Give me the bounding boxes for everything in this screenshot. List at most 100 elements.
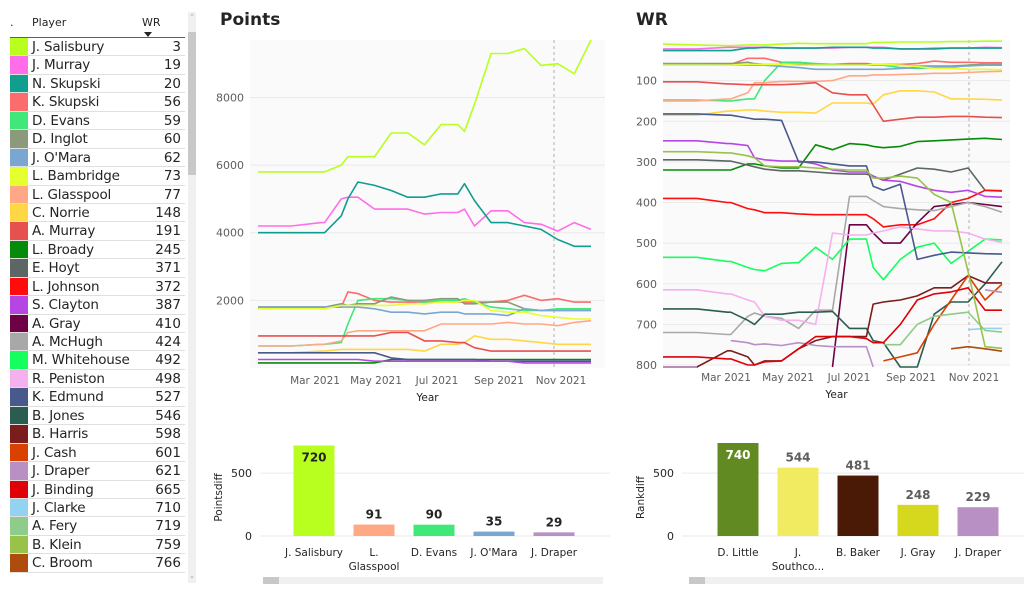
table-row[interactable]: J. Salisbury 3 xyxy=(10,38,185,57)
player-column-header[interactable]: Player xyxy=(32,16,67,29)
y-tick-label: 700 xyxy=(636,318,657,331)
color-swatch xyxy=(10,462,28,480)
x-tick-label: Sep 2021 xyxy=(474,375,524,387)
x-tick-label: J. xyxy=(794,547,801,559)
y-tick-label: 8000 xyxy=(216,91,244,104)
series-line-j-draper xyxy=(663,289,1003,368)
table-row[interactable]: J. Binding 665 xyxy=(10,480,185,499)
sort-descending-icon[interactable] xyxy=(144,32,152,37)
table-row[interactable]: A. McHugh 424 xyxy=(10,333,185,352)
player-name: R. Peniston xyxy=(32,370,105,387)
table-row[interactable]: D. Evans 59 xyxy=(10,111,185,131)
table-rows: J. Salisbury 3 J. Murray 19 N. Skupski 20 K. S… xyxy=(10,38,185,573)
bar xyxy=(957,507,999,536)
player-name: K. Edmund xyxy=(32,389,104,406)
series-line-d-evans xyxy=(258,297,591,347)
table-row[interactable]: D. Inglot 60 xyxy=(10,130,185,149)
table-row[interactable]: N. Skupski 20 xyxy=(10,74,185,94)
table-row[interactable]: R. Peniston 498 xyxy=(10,369,185,389)
vertical-scrollbar[interactable]: ⌃ ⌄ xyxy=(188,12,196,583)
player-name: A. Fery xyxy=(32,518,78,535)
y-tick-label: 4000 xyxy=(216,227,244,240)
x-tick-label: J. Draper xyxy=(954,547,1002,559)
y-tick-label: 200 xyxy=(636,115,657,128)
wr-column-header[interactable]: WR xyxy=(142,16,161,29)
table-row[interactable]: J. Murray 19 xyxy=(10,56,185,75)
y-tick-label: 400 xyxy=(636,197,657,210)
color-swatch xyxy=(10,554,28,572)
x-axis-title: Year xyxy=(415,392,439,404)
wr-value: 759 xyxy=(155,536,181,553)
color-swatch xyxy=(10,369,28,388)
color-swatch xyxy=(10,167,28,185)
x-tick-label: Jul 2021 xyxy=(827,372,871,384)
wr-value: 498 xyxy=(155,370,181,387)
table-row[interactable]: B. Jones 546 xyxy=(10,406,185,426)
wr-value: 245 xyxy=(155,241,181,258)
scrollbar-thumb[interactable] xyxy=(263,577,279,584)
player-name: J. Cash xyxy=(32,444,77,461)
player-name: C. Broom xyxy=(32,555,93,572)
color-swatch xyxy=(10,480,28,498)
table-row[interactable]: C. Norrie 148 xyxy=(10,203,185,223)
table-row[interactable]: L. Glasspool 77 xyxy=(10,185,185,204)
player-name: B. Harris xyxy=(32,426,89,443)
y-tick-label: 300 xyxy=(636,156,657,169)
wr-value: 527 xyxy=(155,389,181,406)
table-row[interactable]: K. Skupski 56 xyxy=(10,93,185,112)
color-swatch xyxy=(10,498,28,517)
wr-value: 59 xyxy=(163,112,181,129)
table-row[interactable]: S. Clayton 387 xyxy=(10,296,185,315)
series-line-b-jones xyxy=(663,261,1003,368)
wr-value: 62 xyxy=(163,149,181,166)
pointsdiff-horizontal-scrollbar[interactable] xyxy=(263,577,603,584)
scroll-down-icon[interactable]: ⌄ xyxy=(189,572,195,580)
series-line-k-edmund xyxy=(663,113,1003,261)
player-name: B. Klein xyxy=(32,536,82,553)
table-row[interactable]: J. Draper 621 xyxy=(10,462,185,481)
wr-value: 371 xyxy=(155,260,181,277)
data-label: 229 xyxy=(965,490,990,504)
table-row[interactable]: C. Broom 766 xyxy=(10,554,185,573)
x-tick-label: J. O'Mara xyxy=(469,547,517,559)
wr-value: 19 xyxy=(163,57,181,74)
table-row[interactable]: A. Gray 410 xyxy=(10,314,185,333)
x-tick-label: J. Salisbury xyxy=(284,547,343,559)
rankdiff-horizontal-scrollbar[interactable] xyxy=(689,577,1024,584)
x-tick-label: Mar 2021 xyxy=(701,372,751,384)
table-row[interactable]: B. Harris 598 xyxy=(10,425,185,444)
table-row[interactable]: L. Bambridge 73 xyxy=(10,167,185,186)
scrollbar-thumb[interactable] xyxy=(188,32,196,175)
scroll-up-icon[interactable]: ⌃ xyxy=(189,13,195,21)
table-row[interactable]: J. O'Mara 62 xyxy=(10,148,185,168)
data-label: 481 xyxy=(845,459,870,473)
wr-value: 387 xyxy=(155,297,181,314)
table-row[interactable]: A. Fery 719 xyxy=(10,517,185,536)
table-row[interactable]: L. Johnson 372 xyxy=(10,277,185,297)
scrollbar-thumb[interactable] xyxy=(689,577,705,584)
series-line-a-murray xyxy=(258,331,591,352)
series-line-a-fery xyxy=(883,311,1003,346)
series-line-l-johnson xyxy=(663,189,1003,228)
player-name: A. Gray xyxy=(32,315,81,332)
color-swatch xyxy=(10,74,28,93)
series-line-n-skupski xyxy=(663,46,1002,52)
table-row[interactable]: M. Whitehouse 492 xyxy=(10,351,185,370)
table-row[interactable]: J. Cash 601 xyxy=(10,443,185,463)
color-swatch xyxy=(10,185,28,203)
series-line-k-edmund xyxy=(258,352,591,362)
table-row[interactable]: A. Murray 191 xyxy=(10,222,185,241)
table-row[interactable]: L. Broady 245 xyxy=(10,240,185,260)
wr-value: 546 xyxy=(155,407,181,424)
table-row[interactable]: K. Edmund 527 xyxy=(10,388,185,407)
x-tick-label: L. xyxy=(369,547,378,559)
color-swatch xyxy=(10,296,28,314)
series-line-l-bambridge xyxy=(663,63,1003,71)
series-line-r-peniston xyxy=(663,226,1003,326)
color-column-header[interactable]: . xyxy=(10,16,14,29)
wr-value: 601 xyxy=(155,444,181,461)
table-row[interactable]: J. Clarke 710 xyxy=(10,498,185,518)
table-row[interactable]: E. Hoyt 371 xyxy=(10,259,185,278)
table-row[interactable]: B. Klein 759 xyxy=(10,535,185,555)
x-axis-title: Year xyxy=(824,389,848,401)
